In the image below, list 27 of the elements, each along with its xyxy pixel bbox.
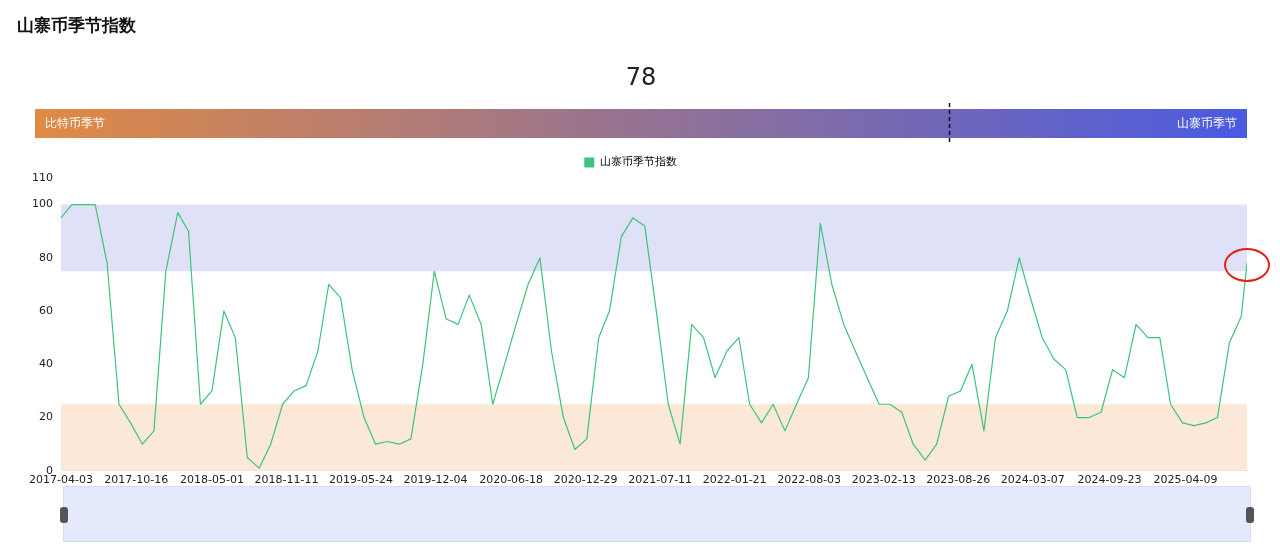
y-tick-label: 110 — [32, 170, 53, 184]
y-tick-label: 60 — [39, 303, 53, 317]
x-tick-label: 2022-01-21 — [702, 473, 767, 487]
x-tick-label: 2023-02-13 — [851, 473, 916, 487]
x-tick-label: 2020-12-29 — [553, 473, 618, 487]
text: 山寨币季节指数 — [17, 14, 136, 37]
x-tick-label: 2018-11-11 — [254, 473, 319, 487]
x-tick-label: 2022-08-03 — [777, 473, 842, 487]
x-tick-label: 2024-09-23 — [1077, 473, 1142, 487]
x-tick-label: 2025-04-09 — [1153, 473, 1218, 487]
x-tick-label: 2020-06-18 — [479, 473, 544, 487]
y-tick-label: 80 — [39, 250, 53, 264]
data-label: 78 — [625, 63, 657, 92]
y-tick-label: 100 — [32, 197, 53, 211]
legend-label: 山寨币季节指数 — [599, 155, 677, 169]
y-tick-label: 20 — [39, 410, 53, 424]
x-tick-label: 2019-12-04 — [403, 473, 468, 487]
y-tick-label: 40 — [39, 357, 53, 371]
x-tick-label: 2018-05-01 — [179, 473, 244, 487]
x-tick-label: 2024-03-07 — [1000, 473, 1065, 487]
x-tick-label: 2021-07-11 — [628, 473, 693, 487]
text: 山寨币季节 — [1177, 115, 1237, 130]
x-tick-label: 2023-08-26 — [926, 473, 991, 487]
x-tick-label: 2017-10-16 — [104, 473, 169, 487]
x-tick-label: 2019-05-24 — [328, 473, 393, 487]
text: 比特币季节 — [45, 115, 105, 130]
x-tick-label: 2017-04-03 — [29, 473, 93, 487]
